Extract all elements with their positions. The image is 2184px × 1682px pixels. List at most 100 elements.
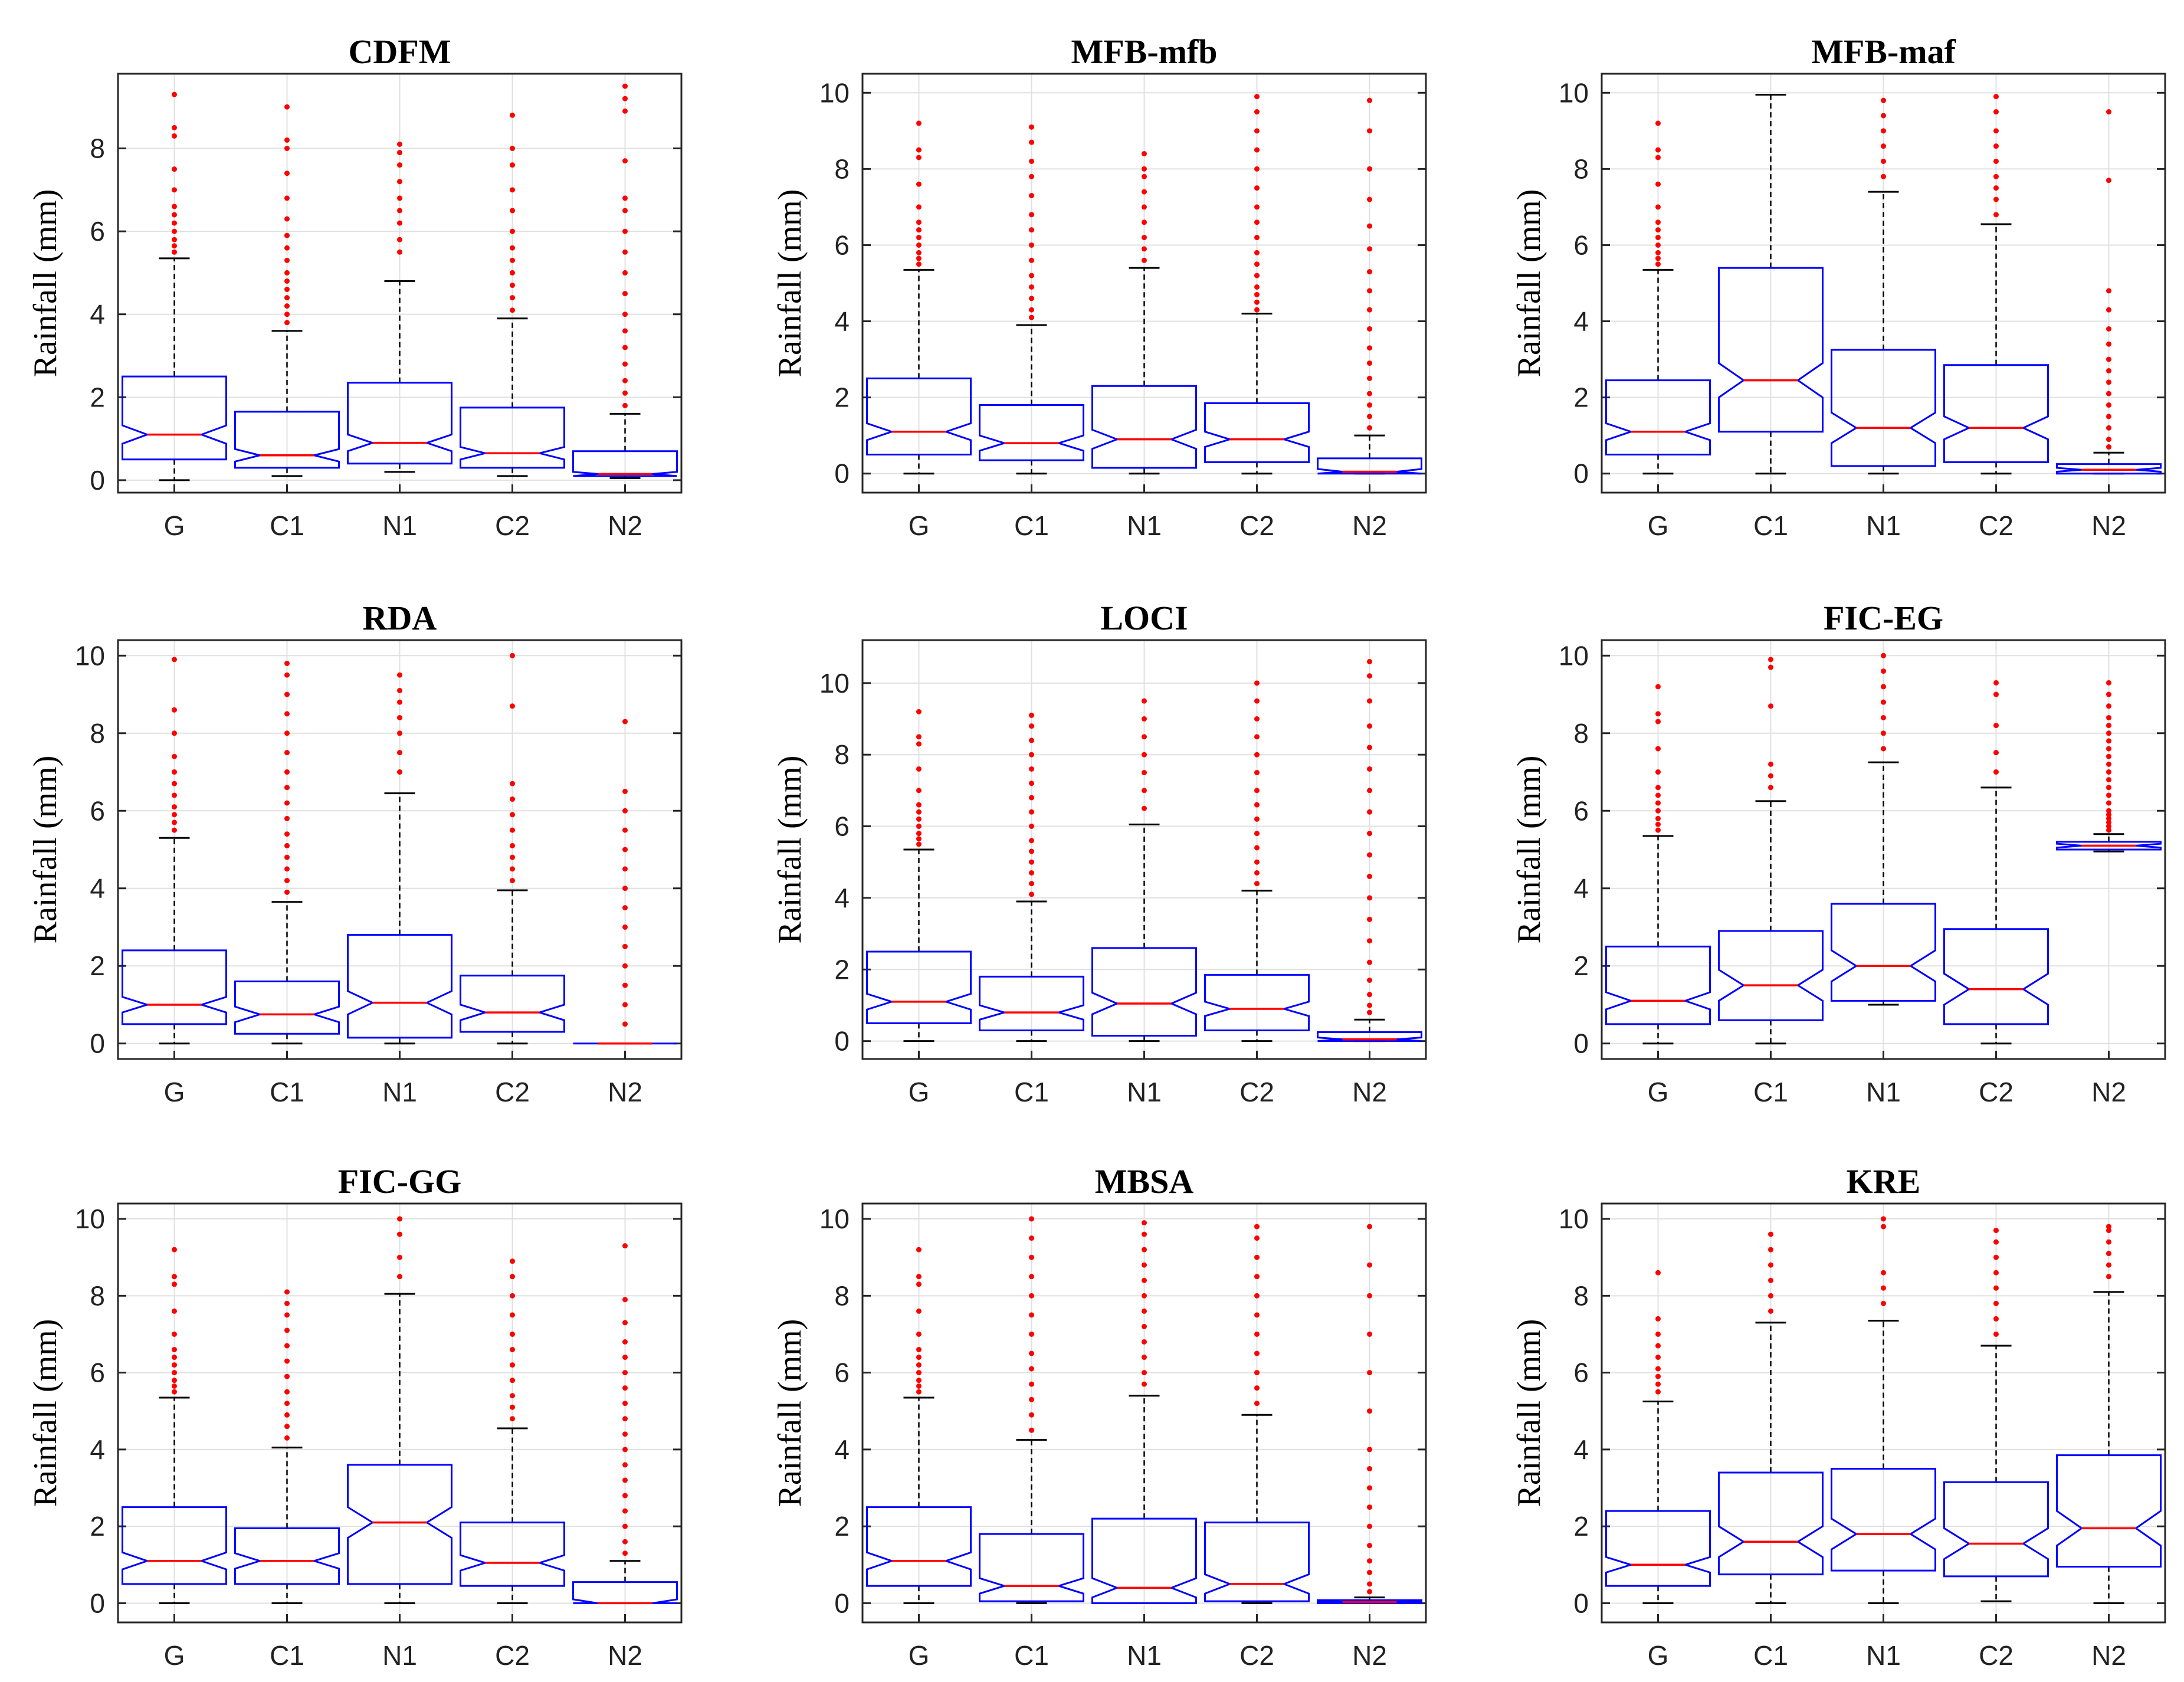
outlier-point [1367, 977, 1372, 983]
box-n2 [573, 719, 677, 1045]
outlier-point [1254, 870, 1260, 876]
y-tick-label: 8 [834, 153, 850, 184]
outlier-point [916, 204, 922, 210]
outlier-point [1142, 770, 1147, 776]
outlier-point [172, 1347, 177, 1353]
outlier-point [510, 1293, 515, 1299]
outlier-point [1655, 711, 1661, 717]
chart-title: FIC-EG [1824, 599, 1943, 637]
notched-box [979, 1533, 1084, 1602]
x-tick-label: C1 [270, 1640, 304, 1671]
outlier-point [916, 788, 922, 794]
outlier-point [284, 785, 290, 791]
outlier-point [1029, 193, 1034, 199]
outlier-point [1142, 204, 1147, 210]
outlier-point [284, 278, 290, 284]
outlier-point [2106, 703, 2111, 709]
outlier-point [1029, 824, 1034, 829]
x-tick-label: C1 [1753, 510, 1788, 541]
outlier-point [284, 660, 290, 666]
outlier-point [284, 1435, 290, 1441]
subplot-fic-eg: 0 2 4 6 8 10 G C1 N1 C2 N2 FIC-EG Rainfall (mm) [1511, 599, 2166, 1107]
notched-box [1317, 457, 1422, 475]
outlier-point [1655, 204, 1661, 210]
outlier-point [284, 320, 290, 326]
x-tick-label: C2 [1239, 1640, 1274, 1671]
outlier-point [510, 146, 515, 152]
outlier-point [622, 361, 628, 367]
outlier-point [1029, 1216, 1034, 1222]
outlier-point [2106, 109, 2111, 115]
outlier-point [1254, 1312, 1260, 1318]
notched-box [234, 981, 340, 1035]
x-tick-label: G [1648, 510, 1669, 541]
outlier-point [1254, 1274, 1260, 1280]
outlier-point [2106, 680, 2111, 686]
box-n1 [1091, 698, 1197, 1042]
chart-title: RDA [363, 599, 437, 637]
outlier-point [1142, 1323, 1147, 1329]
outlier-point [622, 345, 628, 350]
box-c2 [1204, 680, 1310, 1042]
outlier-point [1254, 680, 1260, 686]
notched-box [866, 1506, 972, 1587]
outlier-point [2106, 425, 2111, 431]
outlier-point [1254, 1331, 1260, 1337]
outlier-point [916, 120, 922, 126]
outlier-point [1254, 307, 1260, 313]
outlier-point [1254, 816, 1260, 822]
outlier-point [1655, 255, 1661, 261]
outlier-point [2106, 341, 2111, 347]
outlier-point [1142, 698, 1147, 704]
outlier-point [1142, 166, 1147, 172]
y-axis-label: Rainfall (mm) [27, 189, 64, 378]
outlier-point [172, 237, 177, 242]
outlier-point [284, 312, 290, 317]
box-g [866, 709, 972, 1042]
x-tick-label: G [1648, 1077, 1669, 1107]
outlier-point [1655, 147, 1661, 153]
outlier-point [916, 219, 922, 225]
outlier-point [1254, 1370, 1260, 1376]
outlier-point [622, 1539, 628, 1545]
notched-box [1718, 1471, 1824, 1576]
subplot-rda: 0 2 4 6 8 10 G C1 N1 C2 N2 RDA Rainfall (mm) [27, 599, 683, 1107]
outlier-point [916, 261, 922, 267]
outlier-point [622, 1431, 628, 1437]
outlier-point [622, 943, 628, 949]
y-tick-label: 10 [819, 77, 850, 108]
outlier-point [1881, 1300, 1886, 1306]
y-tick-label: 2 [834, 382, 850, 413]
outlier-point [284, 730, 290, 736]
outlier-point [1768, 664, 1773, 670]
outlier-point [2106, 800, 2111, 806]
outlier-point [1655, 1316, 1661, 1322]
outlier-point [1367, 326, 1372, 332]
y-tick-label: 2 [90, 1511, 105, 1542]
outlier-point [397, 1274, 402, 1280]
outlier-point [1768, 761, 1773, 767]
outlier-point [2106, 723, 2111, 729]
box-c2 [460, 112, 565, 477]
outlier-point [1142, 1231, 1147, 1237]
outlier-point [1655, 155, 1661, 160]
outlier-point [510, 827, 515, 833]
box-c1 [979, 1216, 1084, 1604]
notched-box [460, 1522, 565, 1587]
y-tick-label: 6 [1573, 229, 1589, 260]
outlier-point [2106, 444, 2111, 450]
outlier-point [1367, 766, 1372, 772]
outlier-point [1254, 261, 1260, 267]
outlier-point [1881, 699, 1886, 705]
y-tick-label: 10 [75, 640, 105, 671]
outlier-point [397, 208, 402, 214]
outlier-point [284, 104, 290, 110]
outlier-point [916, 836, 922, 842]
outlier-point [1881, 1216, 1886, 1222]
outlier-point [510, 1347, 515, 1353]
outlier-point [1142, 1247, 1147, 1253]
notched-box [347, 934, 452, 1039]
outlier-point [1367, 831, 1372, 837]
outlier-point [622, 905, 628, 911]
outlier-point [1029, 212, 1034, 218]
